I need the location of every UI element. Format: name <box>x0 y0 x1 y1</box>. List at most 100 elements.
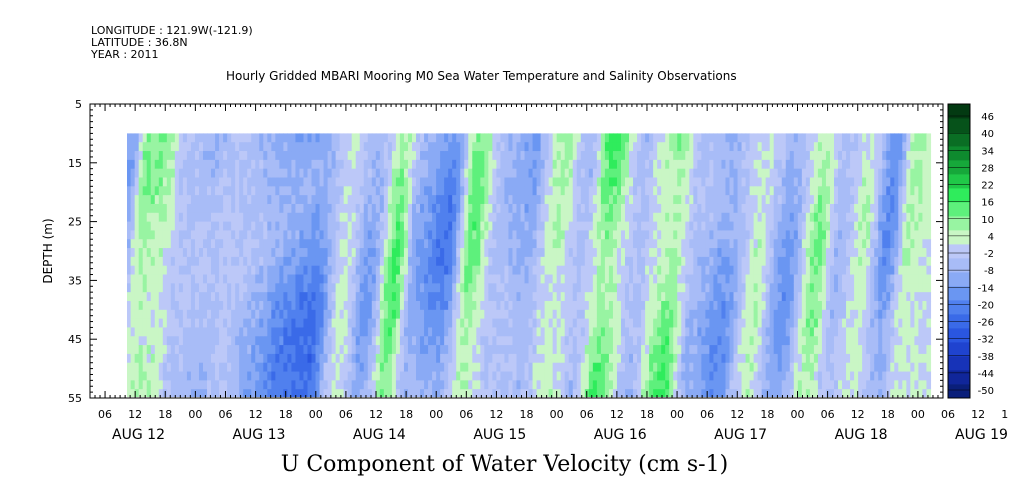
heatmap-cell <box>227 177 232 187</box>
heatmap-cell <box>331 212 337 223</box>
heatmap-cell <box>785 292 791 302</box>
heatmap-cell <box>275 371 280 381</box>
heatmap-cell <box>637 292 642 302</box>
heatmap-cell <box>335 380 341 390</box>
heatmap-cell <box>488 318 493 329</box>
heatmap-cell <box>781 380 787 390</box>
heatmap-cell <box>186 371 192 381</box>
heatmap-cell <box>697 318 702 329</box>
heatmap-cell <box>371 345 377 355</box>
heatmap-cell <box>182 292 188 302</box>
heatmap-cell <box>745 212 751 223</box>
heatmap-cell <box>416 239 421 249</box>
heatmap-cell <box>351 133 357 143</box>
heatmap-cell <box>500 142 506 152</box>
heatmap-cell <box>705 336 711 346</box>
heatmap-cell <box>166 371 172 381</box>
heatmap-cell <box>399 221 405 232</box>
heatmap-cell <box>279 151 284 161</box>
heatmap-cell <box>283 177 288 187</box>
heatmap-cell <box>717 327 723 337</box>
heatmap-cell <box>673 274 678 284</box>
heatmap-cell <box>608 212 614 223</box>
heatmap-cell <box>488 221 493 232</box>
heatmap-cell <box>705 274 711 284</box>
heatmap-cell <box>178 371 184 381</box>
heatmap-cell <box>620 292 626 302</box>
heatmap-cell <box>773 212 779 223</box>
heatmap-cell <box>572 159 578 170</box>
heatmap-cell <box>203 248 208 258</box>
heatmap-cell <box>307 265 313 276</box>
heatmap-cell <box>395 177 401 187</box>
heatmap-cell <box>653 292 658 302</box>
heatmap-cell <box>725 248 731 258</box>
heatmap-cell <box>749 327 755 337</box>
heatmap-cell <box>757 248 763 258</box>
heatmap-cell <box>146 195 152 205</box>
heatmap-cell <box>211 168 216 179</box>
heatmap-cell <box>327 221 333 232</box>
heatmap-cell <box>508 274 514 284</box>
heatmap-cell <box>375 151 381 161</box>
heatmap-cell <box>190 283 196 293</box>
heatmap-cell <box>355 186 361 196</box>
heatmap-cell <box>612 380 618 390</box>
heatmap-cell <box>745 203 751 214</box>
heatmap-cell <box>492 203 497 214</box>
heatmap-cell <box>440 248 445 258</box>
heatmap-cell <box>387 353 393 364</box>
heatmap-cell <box>645 133 650 143</box>
heatmap-cell <box>500 274 506 284</box>
heatmap-cell <box>701 151 706 161</box>
heatmap-cell <box>190 133 196 143</box>
heatmap-cell <box>203 195 208 205</box>
heatmap-cell <box>572 380 578 390</box>
heatmap-cell <box>745 151 751 161</box>
heatmap-cell <box>271 168 276 179</box>
heatmap-cell <box>721 283 727 293</box>
heatmap-cell <box>215 265 220 276</box>
heatmap-cell <box>186 309 192 320</box>
heatmap-cell <box>174 195 180 205</box>
heatmap-cell <box>749 212 755 223</box>
heatmap-cell <box>287 168 293 179</box>
heatmap-cell <box>359 283 365 293</box>
heatmap-cell <box>391 203 397 214</box>
heatmap-cell <box>198 177 204 187</box>
heatmap-cell <box>223 318 228 329</box>
heatmap-cell <box>379 318 385 329</box>
heatmap-cell <box>207 133 212 143</box>
heatmap-cell <box>343 221 349 232</box>
heatmap-cell <box>685 265 690 276</box>
heatmap-cell <box>395 371 401 381</box>
heatmap-cell <box>436 353 441 364</box>
heatmap-cell <box>653 353 658 364</box>
heatmap-cell <box>198 318 204 329</box>
heatmap-cell <box>383 151 389 161</box>
heatmap-cell <box>291 212 297 223</box>
heatmap-cell <box>472 283 477 293</box>
heatmap-cell <box>198 212 204 223</box>
heatmap-cell <box>697 186 702 196</box>
heatmap-cell <box>781 195 787 205</box>
heatmap-cell <box>399 248 405 258</box>
heatmap-cell <box>701 309 706 320</box>
heatmap-cell <box>444 177 449 187</box>
heatmap-cell <box>536 327 542 337</box>
heatmap-cell <box>347 221 353 232</box>
heatmap-cell <box>263 203 268 214</box>
heatmap-cell <box>612 371 618 381</box>
heatmap-cell <box>649 318 654 329</box>
heatmap-cell <box>645 159 650 170</box>
heatmap-cell <box>637 168 642 179</box>
heatmap-cell <box>227 371 232 381</box>
heatmap-cell <box>428 309 433 320</box>
heatmap-cell <box>259 212 264 223</box>
heatmap-cell <box>661 212 666 223</box>
heatmap-cell <box>620 274 626 284</box>
heatmap-cell <box>198 239 204 249</box>
heatmap-cell <box>420 195 425 205</box>
heatmap-cell <box>464 151 469 161</box>
heatmap-cell <box>721 212 727 223</box>
